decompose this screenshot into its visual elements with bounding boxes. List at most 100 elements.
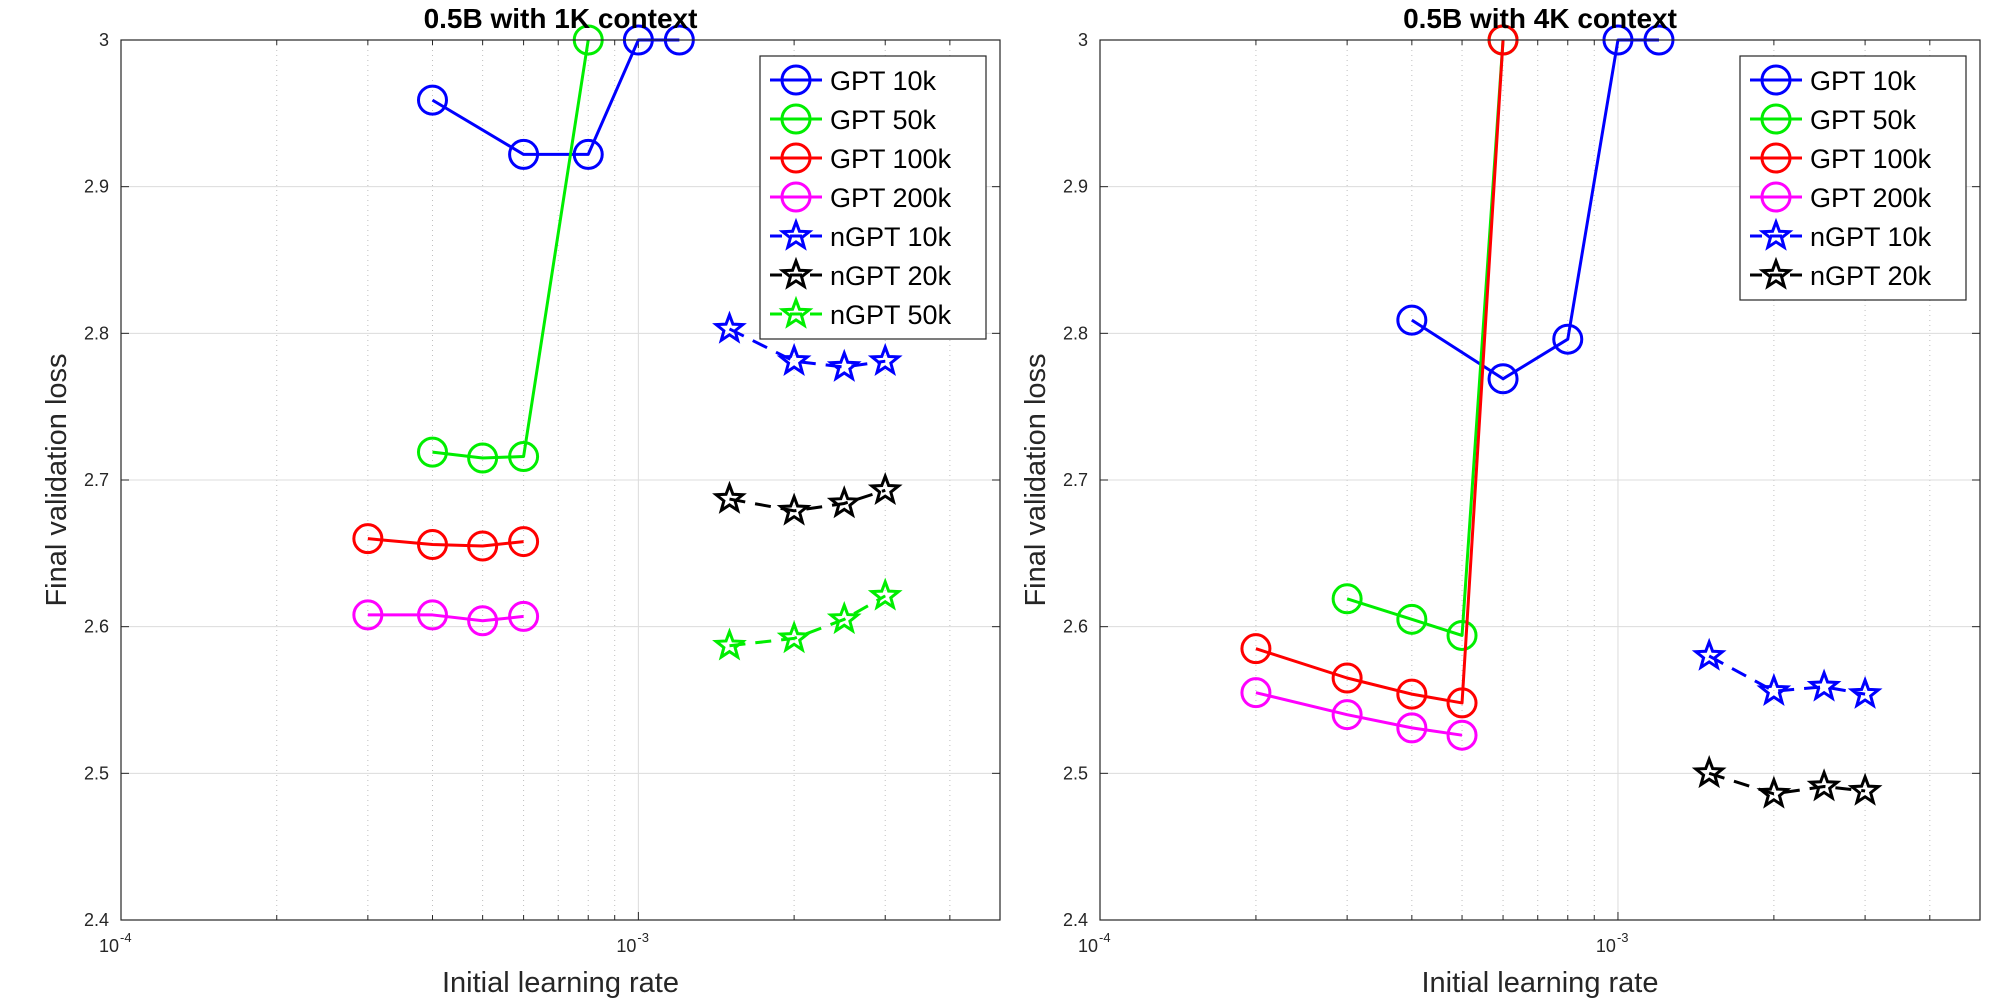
series-line — [729, 488, 886, 513]
data-point — [1756, 672, 1792, 706]
data-point — [776, 342, 812, 376]
y-axis-label: Final validation loss — [1020, 353, 1052, 606]
legend-marker — [1760, 142, 1792, 174]
legend-label: GPT 50k — [830, 105, 937, 135]
data-point — [826, 485, 862, 519]
y-tick-label: 3 — [99, 30, 109, 50]
plot-title: 0.5B with 4K context — [1403, 3, 1677, 34]
series-line — [1708, 771, 1866, 796]
data-point — [508, 138, 540, 170]
data-point — [1396, 304, 1428, 336]
legend-label: GPT 200k — [830, 183, 952, 213]
data-point — [467, 530, 499, 562]
legend-label: nGPT 20k — [830, 261, 952, 291]
legend-label: GPT 100k — [830, 144, 952, 174]
x-axis-label: Initial learning rate — [1422, 967, 1659, 999]
series-line — [1255, 39, 1505, 705]
data-point — [1847, 772, 1883, 806]
y-tick-label: 2.9 — [84, 177, 109, 197]
data-point — [1487, 363, 1519, 395]
data-point — [1331, 662, 1363, 694]
data-series — [1240, 24, 1883, 809]
legend-marker — [1760, 181, 1792, 213]
series-line — [729, 594, 886, 648]
series-gpt-100k — [1240, 24, 1519, 719]
x-tick-label: 10 — [616, 936, 636, 956]
data-point — [826, 601, 862, 635]
x-tick-label: 10 — [1596, 936, 1616, 956]
data-point — [1446, 619, 1478, 651]
legend-marker — [1760, 64, 1792, 96]
legend-label: GPT 10k — [830, 66, 937, 96]
x-tick-label-exponent: -3 — [637, 930, 649, 945]
series-line — [432, 39, 590, 460]
data-point — [1552, 323, 1584, 355]
legend-label: GPT 200k — [1810, 183, 1932, 213]
x-tick-label: 10 — [99, 936, 119, 956]
legend-label: nGPT 10k — [1810, 222, 1932, 252]
legend-label: GPT 10k — [1810, 66, 1917, 96]
legend-marker — [1760, 103, 1792, 135]
series-ngpt-10k — [1691, 637, 1883, 709]
legend-label: nGPT 10k — [830, 222, 952, 252]
data-point — [712, 310, 747, 344]
data-point — [1806, 668, 1842, 702]
legend-label: nGPT 50k — [830, 300, 952, 330]
data-point — [1396, 603, 1428, 635]
data-point — [867, 471, 903, 506]
series-gpt-200k — [352, 599, 540, 637]
data-point — [352, 599, 384, 631]
data-point — [416, 84, 448, 116]
legend-marker — [780, 181, 812, 213]
series-line — [1346, 39, 1505, 637]
series-gpt-200k — [1240, 677, 1478, 751]
series-line — [1255, 691, 1463, 737]
data-point — [416, 529, 448, 561]
data-point — [467, 605, 499, 637]
data-point — [1756, 775, 1792, 809]
y-tick-label: 2.9 — [1063, 177, 1088, 197]
data-point — [508, 441, 540, 473]
data-point — [712, 627, 747, 661]
axes-box — [120, 39, 1001, 921]
data-point — [1806, 768, 1842, 802]
x-tick-label-exponent: -3 — [1617, 930, 1629, 945]
data-point — [712, 480, 747, 514]
legend-marker — [780, 103, 812, 135]
data-point — [1240, 633, 1272, 665]
legend-marker — [780, 64, 812, 96]
y-tick-label: 2.6 — [1063, 617, 1088, 637]
legend-label: GPT 100k — [1810, 144, 1932, 174]
y-tick-label: 2.7 — [1063, 470, 1088, 490]
x-tick-label-exponent: -4 — [120, 930, 132, 945]
legend-marker — [778, 295, 814, 329]
data-point — [1847, 675, 1883, 709]
data-point — [1331, 699, 1363, 731]
y-tick-label: 2.5 — [1063, 763, 1088, 783]
data-point — [1446, 719, 1478, 751]
data-point — [416, 599, 448, 631]
y-tick-label: 3 — [1078, 30, 1088, 50]
series-line — [367, 537, 524, 548]
series-ngpt-20k — [712, 471, 903, 526]
legend-marker — [778, 256, 814, 290]
data-series — [352, 24, 903, 661]
y-tick-label: 2.8 — [1063, 323, 1088, 343]
data-point — [1691, 637, 1727, 671]
x-tick-label: 10 — [1078, 936, 1098, 956]
y-tick-label: 2.6 — [84, 617, 109, 637]
plot-title: 0.5B with 1K context — [424, 3, 698, 34]
data-point — [867, 342, 903, 376]
y-tick-label: 2.8 — [84, 323, 109, 343]
y-tick-label: 2.4 — [84, 910, 109, 930]
legend-marker — [780, 142, 812, 174]
legend-marker — [1758, 256, 1794, 290]
data-point — [867, 577, 903, 611]
data-point — [416, 436, 448, 468]
series-gpt-100k — [352, 523, 540, 562]
data-point — [572, 138, 604, 170]
data-point — [508, 526, 540, 558]
